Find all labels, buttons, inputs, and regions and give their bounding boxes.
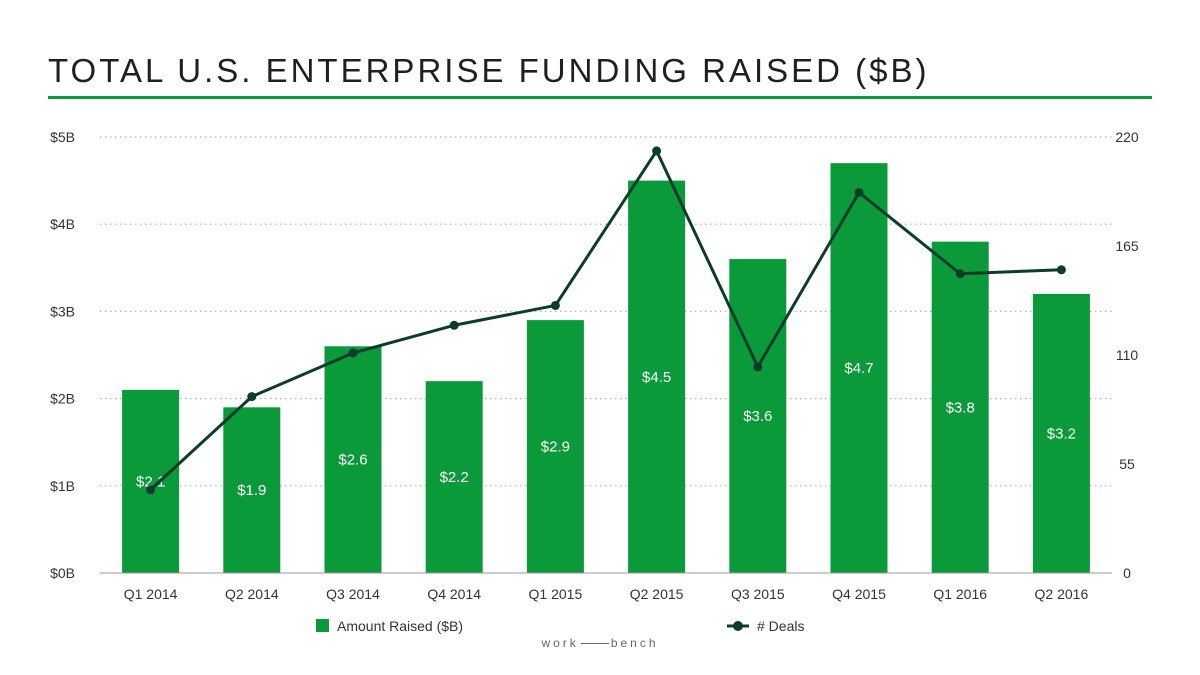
deals-point xyxy=(550,300,560,310)
x-tick-label: Q1 2015 xyxy=(529,586,583,602)
legend-swatch-point xyxy=(733,621,743,631)
bar xyxy=(1032,293,1090,573)
bar-data-label: $3.2 xyxy=(1047,425,1076,442)
deals-line xyxy=(149,149,1062,491)
x-tick-label: Q4 2015 xyxy=(832,586,886,602)
x-tick-label: Q3 2015 xyxy=(731,586,785,602)
bar-data-label: $2.2 xyxy=(440,469,469,486)
deals-point xyxy=(854,187,864,197)
x-tick-label: Q3 2014 xyxy=(326,586,380,602)
deals-point xyxy=(146,485,156,495)
deals-point xyxy=(955,269,965,279)
bar-data-label: $4.5 xyxy=(642,369,671,386)
x-tick-label: Q1 2016 xyxy=(933,586,987,602)
bar-data-label: $4.7 xyxy=(844,360,873,377)
chart-title: TOTAL U.S. ENTERPRISE FUNDING RAISED ($B… xyxy=(48,52,930,89)
y-right-tick-label: 165 xyxy=(1115,238,1139,254)
y-left-tick-label: $2B xyxy=(50,391,75,407)
x-tick-label: Q2 2015 xyxy=(630,586,684,602)
brand-right: bench xyxy=(610,636,659,650)
deals-point xyxy=(348,348,358,358)
y-left-tick-label: $1B xyxy=(50,478,75,494)
bar xyxy=(223,407,281,573)
x-tick-label: Q2 2016 xyxy=(1035,586,1089,602)
brand-dash xyxy=(580,643,609,645)
bar xyxy=(628,180,686,573)
y-right-tick-label: 110 xyxy=(1116,347,1139,363)
bar-data-label: $3.8 xyxy=(946,399,975,416)
deals-point xyxy=(449,320,459,330)
legend-label-line: # Deals xyxy=(757,618,804,634)
bar-data-label: $2.6 xyxy=(338,452,367,469)
bar-data-label: $2.9 xyxy=(541,439,570,456)
x-tick-label: Q2 2014 xyxy=(225,586,279,602)
bar-data-label: $1.9 xyxy=(237,482,266,499)
deals-point xyxy=(652,146,662,156)
brand-left: work xyxy=(541,636,579,650)
title-divider xyxy=(48,96,1152,99)
x-tick-label: Q4 2014 xyxy=(427,586,481,602)
y-right-tick-label: 55 xyxy=(1119,456,1135,472)
y-right-tick-label: 0 xyxy=(1123,565,1131,581)
bar-data-label: $2.1 xyxy=(136,473,165,490)
y-right-tick-label: 220 xyxy=(1115,129,1139,145)
deals-point xyxy=(247,392,257,402)
brand-logo: work bench xyxy=(0,636,1200,650)
y-left-tick-label: $0B xyxy=(50,565,75,581)
bar xyxy=(122,389,180,573)
bar xyxy=(324,346,382,573)
bar xyxy=(526,320,584,573)
y-left-tick-label: $4B xyxy=(50,216,75,232)
y-left-tick-label: $3B xyxy=(50,303,75,319)
bar xyxy=(830,163,888,573)
bar xyxy=(931,241,989,573)
deals-point xyxy=(1056,265,1066,275)
deals-point xyxy=(753,362,763,372)
bar-data-label: $3.6 xyxy=(743,408,772,425)
bar xyxy=(729,259,787,573)
legend-swatch-bars xyxy=(316,619,329,632)
bar xyxy=(425,381,483,573)
legend-label-bars: Amount Raised ($B) xyxy=(337,618,463,634)
x-tick-label: Q1 2014 xyxy=(124,586,178,602)
y-left-tick-label: $5B xyxy=(50,129,75,145)
